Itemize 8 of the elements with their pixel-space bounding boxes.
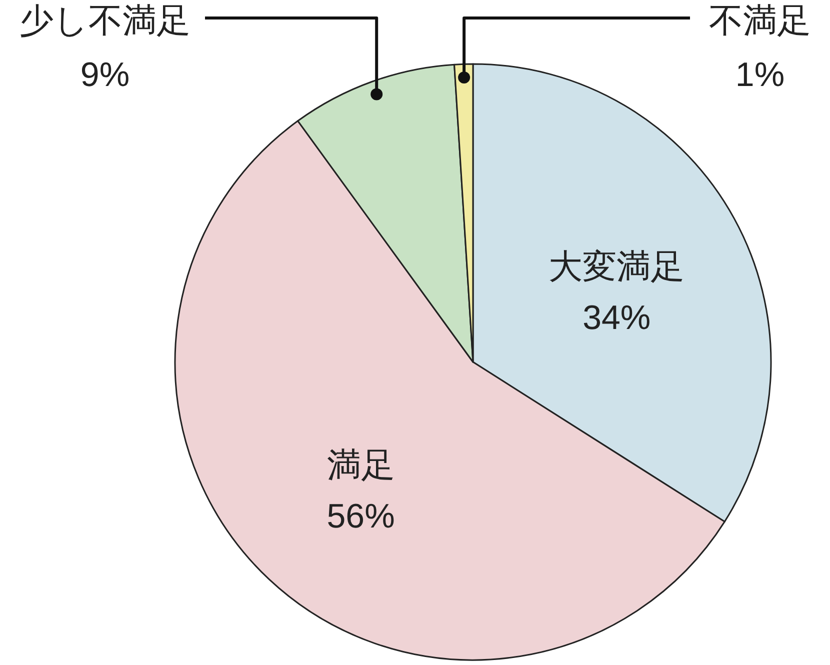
data-label: 34% <box>582 299 651 338</box>
slice-label: 満足 <box>326 446 395 484</box>
data-label: 1% <box>735 56 785 94</box>
data-label: 56% <box>326 497 395 536</box>
data-label: 9% <box>80 56 130 94</box>
slice-label: 不満足 <box>709 2 811 40</box>
slice-label: 少し不満足 <box>20 2 190 40</box>
slice-label: 大変満足 <box>548 248 685 286</box>
